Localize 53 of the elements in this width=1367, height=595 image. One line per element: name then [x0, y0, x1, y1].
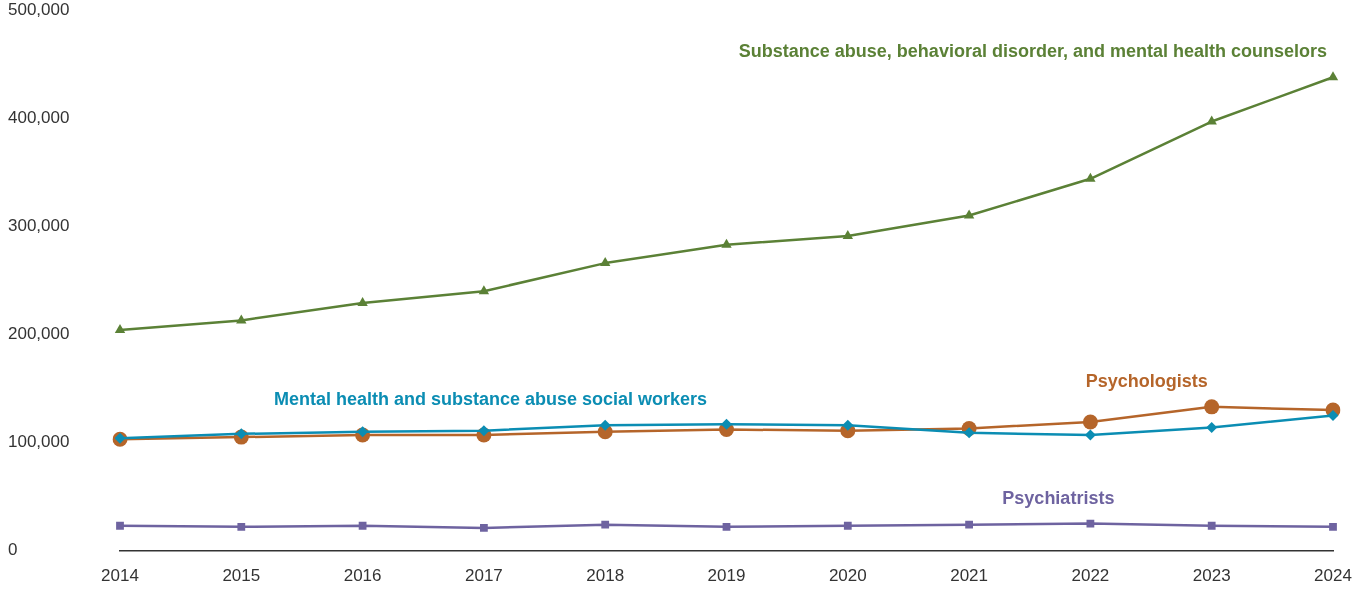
y-tick-label: 0 [8, 540, 18, 560]
point [1204, 399, 1220, 415]
x-tick-label: 2024 [1314, 566, 1352, 586]
x-tick-label: 2020 [828, 566, 867, 586]
x-tick-label: 2019 [707, 566, 746, 586]
point [116, 521, 124, 530]
point [1206, 421, 1218, 433]
series-label: Psychologists [1085, 370, 1208, 391]
point [842, 419, 854, 431]
series-label: Mental health and substance abuse social workers [273, 388, 708, 409]
point [963, 427, 975, 439]
x-tick-label: 2018 [586, 566, 625, 586]
point [114, 324, 126, 334]
point [842, 230, 853, 240]
y-tick-label: 400,000 [8, 107, 70, 127]
point [600, 257, 611, 267]
point [358, 521, 367, 530]
point [722, 522, 731, 531]
point [601, 520, 610, 529]
point [1207, 521, 1216, 530]
y-tick-label: 200,000 [8, 324, 70, 344]
point [478, 285, 490, 295]
x-tick-label: 2017 [464, 566, 503, 586]
point [478, 425, 490, 437]
point [1327, 71, 1339, 81]
point [237, 522, 246, 531]
point [965, 520, 973, 529]
y-tick-label: 100,000 [8, 432, 70, 452]
point [1329, 522, 1337, 531]
point [1206, 115, 1217, 125]
x-tick-label: 2022 [1071, 566, 1110, 586]
point [1085, 172, 1096, 182]
point [480, 524, 488, 532]
x-tick-label: 2016 [343, 566, 382, 586]
point [236, 314, 247, 324]
series-label: Psychiatrists [1002, 487, 1115, 508]
point [357, 426, 369, 438]
point [721, 418, 732, 430]
point [1327, 410, 1339, 421]
x-tick-label: 2023 [1192, 566, 1231, 586]
point [843, 521, 852, 530]
point [235, 428, 247, 440]
point [357, 297, 368, 307]
x-tick-label: 2021 [950, 566, 989, 586]
series-label: Substance abuse, behavioral disorder, and mental health counselors [738, 41, 1327, 62]
point [721, 238, 732, 248]
x-tick-label: 2014 [101, 566, 139, 586]
y-tick-label: 500,000 [8, 0, 70, 19]
x-tick-label: 2015 [222, 566, 261, 586]
point [963, 209, 975, 219]
point [1082, 414, 1098, 430]
y-tick-label: 300,000 [8, 216, 70, 236]
point [599, 419, 611, 431]
